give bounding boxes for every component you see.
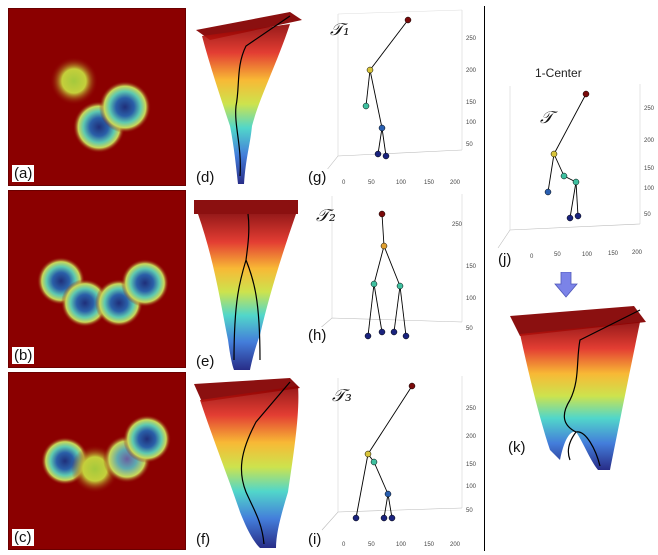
x-tick: 150 [424,180,435,186]
tree-i: 250 200 150 100 50 0 50 100 150 200 𝒯₃ (… [312,372,482,550]
tree-title-t3: 𝒯₃ [332,386,352,406]
z-tick: 200 [466,68,477,74]
x-tick: 200 [450,542,461,548]
z-tick: 250 [644,106,655,112]
z-tick: 200 [466,434,477,440]
z-tick: 50 [466,326,473,332]
panel-label-f: (f) [194,531,212,548]
panel-label-h: (h) [306,327,328,344]
surface-f: (f) [190,372,306,550]
panel-label-c: (c) [12,529,34,546]
z-tick: 100 [466,484,477,490]
tree-j: 250 200 150 100 50 0 50 100 150 200 𝒯 (j… [490,80,656,270]
surface-k: (k) [500,300,650,480]
x-tick: 0 [342,542,346,548]
panel-label-e: (e) [194,353,216,370]
x-tick: 50 [368,180,375,186]
surface-d: (d) [190,6,306,188]
z-tick: 150 [466,264,477,270]
x-tick: 100 [582,252,593,258]
z-tick: 250 [466,406,477,412]
z-tick: 50 [466,142,473,148]
x-tick: 100 [396,180,407,186]
panel-label-k: (k) [506,439,528,456]
z-tick: 150 [466,462,477,468]
z-tick: 50 [644,212,651,218]
z-tick: 250 [466,36,477,42]
down-arrow-icon [554,272,578,298]
tree-g: 250 200 150 100 50 0 50 100 150 200 𝒯₁ (… [312,6,482,188]
z-tick: 150 [644,166,655,172]
surface-e: (e) [190,190,306,372]
tree-title-t2: 𝒯₂ [316,206,336,226]
x-tick: 0 [342,180,346,186]
tree-title-t: 𝒯 [540,108,553,128]
z-tick: 200 [644,138,655,144]
center-title: 1-Center [535,66,582,80]
panel-label-i: (i) [306,531,323,548]
x-tick: 50 [554,252,561,258]
z-tick: 150 [466,100,477,106]
tree-title-t1: 𝒯₁ [330,20,350,40]
panel-label-j: (j) [496,251,513,268]
panel-label-b: (b) [12,347,34,364]
x-tick: 200 [632,250,643,256]
heatmap-c: (c) [8,372,186,550]
tree-h: 250 150 100 50 𝒯₂ (h) [312,190,482,372]
heatmap-a: (a) [8,8,186,186]
x-tick: 150 [608,251,619,257]
x-tick: 0 [530,254,534,260]
z-tick: 100 [466,296,477,302]
z-tick: 250 [452,222,463,228]
x-tick: 50 [368,542,375,548]
z-tick: 100 [466,120,477,126]
panel-label-g: (g) [306,169,328,186]
z-tick: 100 [644,186,655,192]
panel-label-a: (a) [12,165,34,182]
heatmap-b: (b) [8,190,186,368]
z-tick: 50 [466,508,473,514]
x-tick: 200 [450,180,461,186]
x-tick: 100 [396,542,407,548]
panel-label-d: (d) [194,169,216,186]
vertical-divider [484,6,485,551]
x-tick: 150 [424,542,435,548]
